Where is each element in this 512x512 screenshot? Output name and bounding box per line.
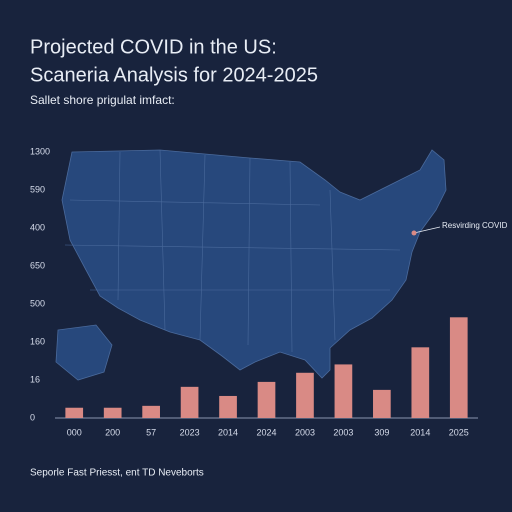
y-tick-label: 16 [30, 374, 40, 384]
bar [142, 405, 160, 418]
annotation: Resvirding COVID [442, 221, 508, 230]
bar [103, 407, 122, 418]
bar [334, 364, 353, 418]
state-borders [64, 149, 401, 353]
x-tick-label: 57 [146, 427, 156, 437]
x-tick-label: 2014 [218, 427, 238, 437]
annotation-pointer [413, 226, 441, 234]
chart-subtitle: Scaneria Analysis for 2024-2025 [30, 64, 318, 86]
annotation-dot [411, 230, 417, 236]
alaska [55, 324, 113, 381]
chart-title: Projected COVID in the US: [30, 36, 277, 58]
caption: Sallet shore prigulat imfact: [30, 93, 175, 107]
x-tick-label: 2003 [295, 427, 315, 437]
x-tick-label: 200 [105, 427, 120, 437]
x-tick-label: 2024 [256, 427, 276, 437]
x-tick-label: 2025 [449, 427, 469, 437]
us-map [61, 149, 447, 379]
y-tick-label: 400 [30, 222, 45, 232]
bar [373, 389, 391, 418]
x-tick-label: 309 [374, 427, 389, 437]
x-tick-label: 2014 [410, 427, 430, 437]
y-tick-label: 650 [30, 260, 45, 270]
bar [219, 395, 237, 418]
bar [449, 317, 468, 418]
y-tick-label: 160 [30, 336, 45, 346]
y-tick-label: 590 [30, 184, 45, 194]
y-tick-label: 0 [30, 412, 35, 422]
x-tick-label: 2003 [333, 427, 353, 437]
y-tick-label: 500 [30, 298, 45, 308]
bar [296, 372, 314, 418]
bar [180, 386, 199, 418]
bar [411, 347, 430, 418]
y-tick-label: 1300 [30, 146, 50, 156]
x-tick-label: 2023 [180, 427, 200, 437]
footer: Seporle Fast Priesst, ent TD Neveborts [30, 468, 204, 479]
bar [257, 381, 276, 418]
x-tick-label: 000 [67, 427, 82, 437]
bar [65, 407, 84, 418]
